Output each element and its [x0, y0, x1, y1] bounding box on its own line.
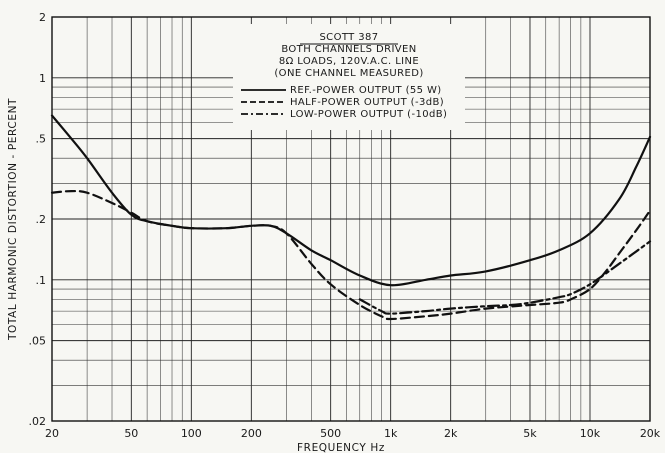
legend-entry-label: REF.-POWER OUTPUT (55 W) [290, 85, 442, 96]
series-lines [50, 114, 652, 321]
series-line-3 [358, 240, 652, 315]
x-tick-label: 200 [241, 427, 262, 440]
x-tick-label: 500 [320, 427, 341, 440]
y-tick-label: .5 [36, 133, 47, 146]
legend-entry-label: LOW-POWER OUTPUT (-10dB) [290, 109, 447, 120]
x-tick-label: 2k [444, 427, 458, 440]
x-tick-label: 100 [181, 427, 202, 440]
legend-header-line: BOTH CHANNELS DRIVEN [281, 44, 416, 55]
series-line-1 [50, 114, 652, 287]
series-line-2 [50, 189, 652, 321]
x-tick-label: 20k [640, 427, 661, 440]
legend-header-line: 8Ω LOADS, 120V.A.C. LINE [279, 56, 419, 67]
y-tick-label: .02 [29, 415, 47, 428]
legend-header-line: (ONE CHANNEL MEASURED) [274, 68, 423, 79]
y-tick-label: 1 [39, 72, 46, 85]
legend-entry-label: HALF-POWER OUTPUT (-3dB) [290, 97, 444, 108]
y-tick-label: .05 [29, 335, 47, 348]
y-tick-label: .1 [36, 274, 47, 287]
x-axis-label: FREQUENCY Hz [297, 442, 385, 453]
x-tick-label: 10k [580, 427, 601, 440]
legend-header-line: SCOTT 387 [319, 32, 378, 43]
x-tick-label: 50 [124, 427, 138, 440]
x-tick-label: 20 [45, 427, 59, 440]
y-axis-label: TOTAL HARMONIC DISTORTION - PERCENT [7, 98, 19, 341]
tick-labels: 20 50 100 200 500 1k 2k 5k 10k 20k 2 1 .5 .2 .1 .05 .02 [29, 11, 661, 440]
x-tick-label: 1k [384, 427, 398, 440]
legend-background [233, 24, 465, 130]
x-tick-label: 5k [523, 427, 537, 440]
y-tick-label: .2 [36, 213, 47, 226]
legend-entries: REF.-POWER OUTPUT (55 W)HALF-POWER OUTPU… [241, 85, 447, 120]
y-tick-label: 2 [39, 11, 46, 24]
plot-frame [51, 16, 651, 422]
